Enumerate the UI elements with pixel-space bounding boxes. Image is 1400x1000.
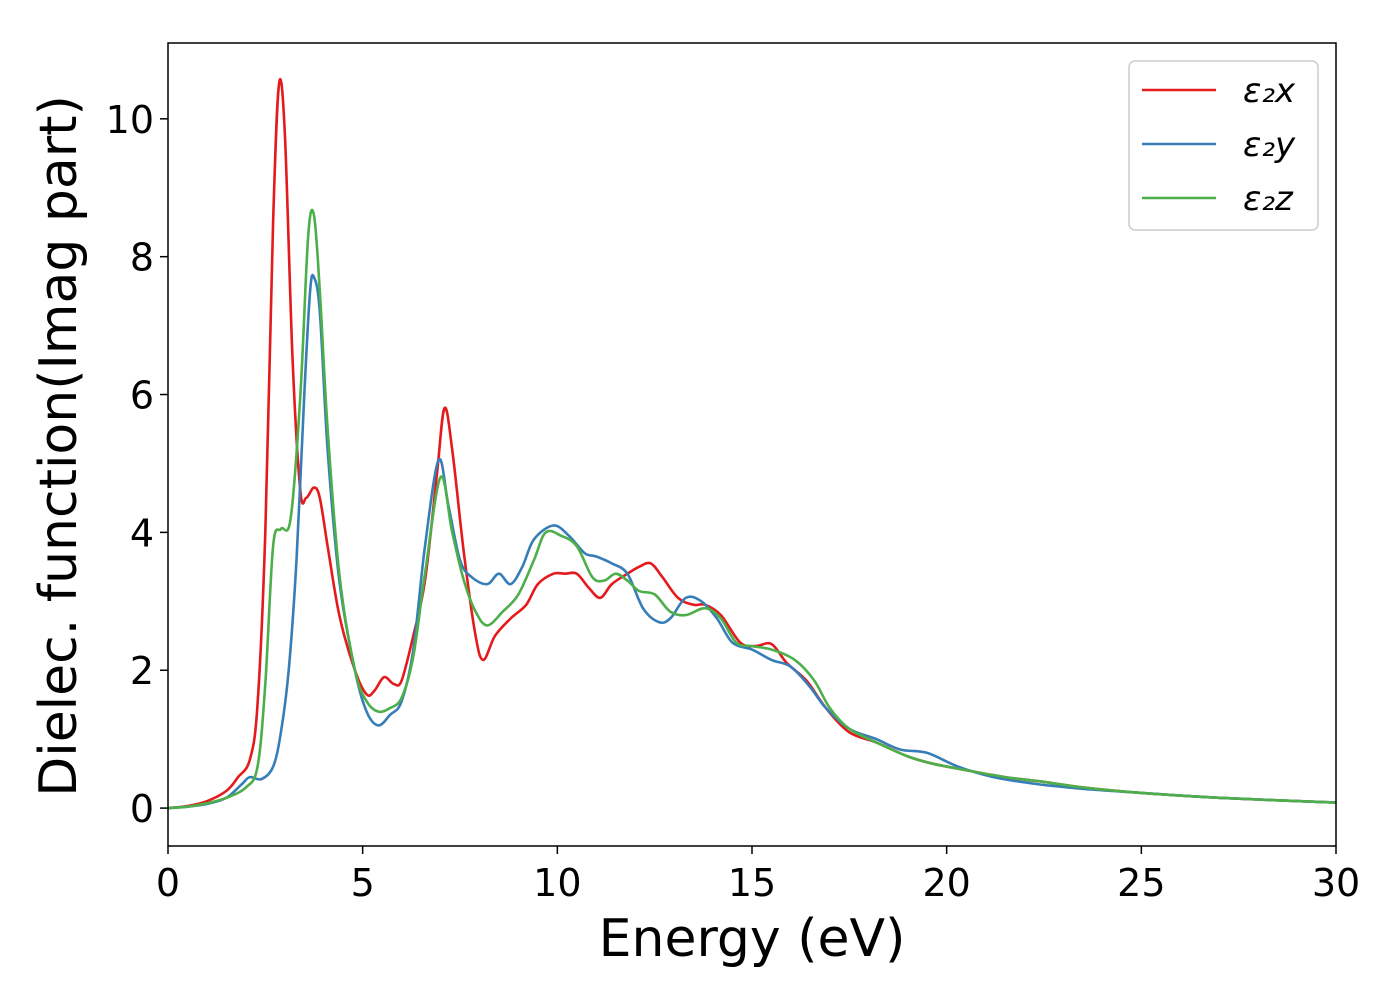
- x-tick-label: 20: [922, 861, 970, 905]
- x-tick-label: 25: [1117, 861, 1165, 905]
- x-tick-label: 0: [156, 861, 180, 905]
- x-tick-label: 15: [728, 861, 776, 905]
- series-line-3: [168, 208, 1336, 810]
- x-tick-label: 10: [533, 861, 581, 905]
- y-tick-label: 0: [130, 787, 154, 831]
- legend-label: ε₂x: [1243, 71, 1296, 111]
- legend-label: ε₂y: [1243, 125, 1296, 165]
- y-tick-label: 10: [106, 98, 154, 142]
- y-tick-label: 6: [130, 374, 154, 418]
- legend: ε₂x ε₂y ε₂z: [1128, 60, 1319, 231]
- y-axis: 0 2 4 6 8 10: [106, 98, 168, 831]
- legend-label: ε₂z: [1243, 179, 1294, 219]
- legend-box: [1128, 60, 1319, 231]
- y-tick-label: 8: [130, 236, 154, 280]
- y-tick-label: 4: [130, 511, 154, 555]
- series-line-2: [168, 273, 1336, 810]
- x-axis: 0 5 10 15 20 25 30: [156, 846, 1360, 905]
- plot-frame: [167, 42, 1337, 847]
- x-tick-label: 5: [351, 861, 375, 905]
- y-tick-label: 2: [130, 649, 154, 693]
- x-tick-label: 30: [1312, 861, 1360, 905]
- plot-area: [168, 77, 1336, 810]
- y-axis-label: Dielec. function(Imag part): [29, 95, 89, 797]
- x-axis-label: Energy (eV): [599, 909, 906, 969]
